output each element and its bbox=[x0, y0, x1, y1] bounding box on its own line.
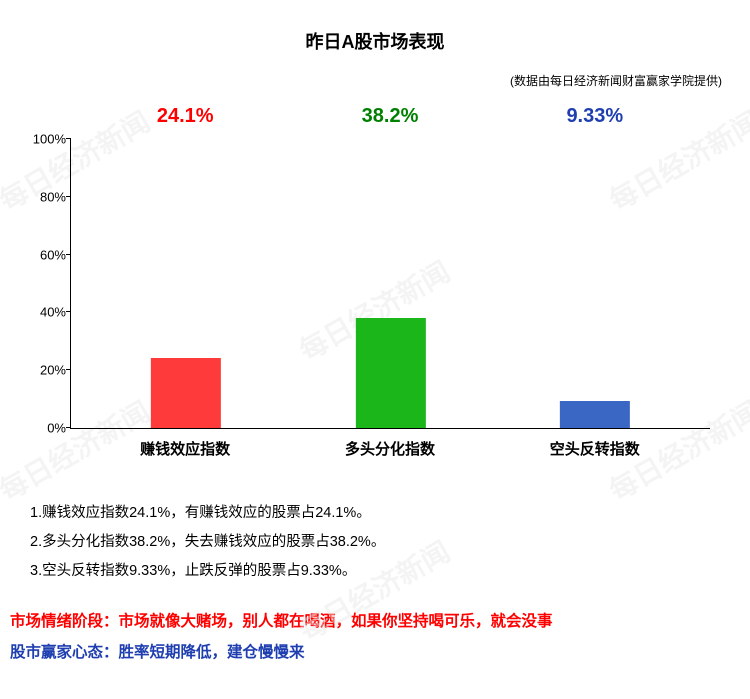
bar bbox=[355, 318, 425, 428]
note-line: 2.多头分化指数38.2%，失去赚钱效应的股票占38.2%。 bbox=[30, 528, 720, 557]
value-label: 38.2% bbox=[362, 105, 419, 128]
sentiment-line: 股市赢家心态：胜率短期降低，建仓慢慢来 bbox=[10, 637, 740, 668]
ytick-mark bbox=[66, 311, 71, 312]
bar bbox=[560, 401, 630, 428]
ytick-label: 0% bbox=[21, 421, 66, 436]
sentiment-line: 市场情绪阶段：市场就像大赌场，别人都在喝酒，如果你坚持喝可乐，就会没事 bbox=[10, 606, 740, 637]
ytick-label: 80% bbox=[21, 189, 66, 204]
notes-section: 1.赚钱效应指数24.1%，有赚钱效应的股票占24.1%。2.多头分化指数38.… bbox=[30, 499, 720, 586]
bar-chart: 24.1%38.2%9.33% 0%20%40%60%80%100% 赚钱效应指… bbox=[70, 109, 710, 469]
note-line: 1.赚钱效应指数24.1%，有赚钱效应的股票占24.1%。 bbox=[30, 499, 720, 528]
ytick-mark bbox=[66, 138, 71, 139]
data-source: (数据由每日经济新闻财富赢家学院提供) bbox=[0, 54, 750, 89]
chart-title: 昨日A股市场表现 bbox=[0, 0, 750, 54]
value-label: 9.33% bbox=[566, 105, 623, 128]
note-line: 3.空头反转指数9.33%，止跌反弹的股票占9.33%。 bbox=[30, 557, 720, 586]
ytick-mark bbox=[66, 427, 71, 428]
ytick-label: 20% bbox=[21, 363, 66, 378]
value-label: 24.1% bbox=[157, 105, 214, 128]
ytick-mark bbox=[66, 369, 71, 370]
sentiment-section: 市场情绪阶段：市场就像大赌场，别人都在喝酒，如果你坚持喝可乐，就会没事股市赢家心… bbox=[10, 606, 740, 668]
x-axis-label: 空头反转指数 bbox=[550, 438, 640, 459]
ytick-label: 60% bbox=[21, 247, 66, 262]
ytick-label: 40% bbox=[21, 305, 66, 320]
x-axis-label: 赚钱效应指数 bbox=[140, 438, 230, 459]
ytick-mark bbox=[66, 196, 71, 197]
bar bbox=[151, 358, 221, 428]
ytick-mark bbox=[66, 254, 71, 255]
x-axis-label: 多头分化指数 bbox=[345, 438, 435, 459]
ytick-label: 100% bbox=[21, 132, 66, 147]
plot-area: 0%20%40%60%80%100% bbox=[70, 139, 710, 429]
